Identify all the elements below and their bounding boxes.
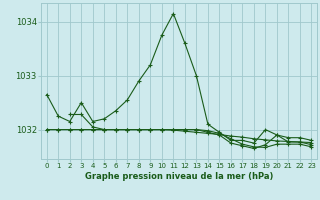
X-axis label: Graphe pression niveau de la mer (hPa): Graphe pression niveau de la mer (hPa) [85, 172, 273, 181]
